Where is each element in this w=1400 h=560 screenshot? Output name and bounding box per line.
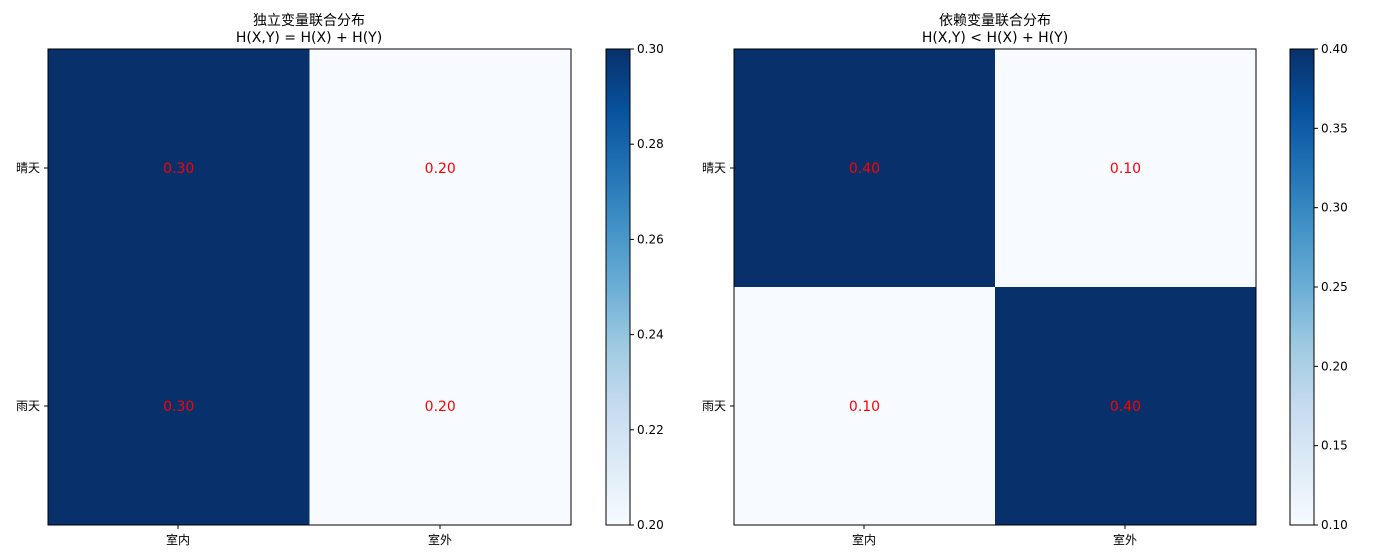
- heatmap-cell: [48, 49, 310, 288]
- colorbar-tick-label: 0.20: [637, 518, 664, 532]
- colorbar-ticks: 0.20 0.22 0.24 0.26 0.28 0.30: [630, 42, 664, 532]
- colorbar-tick-label: 0.40: [1321, 42, 1348, 56]
- colorbar-tick-label: 0.22: [637, 423, 664, 437]
- x-tick-labels: 室内 室外: [166, 525, 452, 547]
- heatmap-cell: [309, 287, 572, 526]
- colorbar-tick-label: 0.20: [1321, 359, 1348, 373]
- y-tick-label: 雨天: [16, 399, 40, 413]
- colorbar-gradient: [1289, 48, 1315, 526]
- cell-value-label: 0.30: [163, 399, 194, 415]
- colorbar-tick-label: 0.35: [1321, 121, 1348, 135]
- colorbar-tick-label: 0.25: [1321, 280, 1348, 294]
- colorbar-tick-label: 0.30: [637, 42, 664, 56]
- chart-subtitle: H(X,Y) < H(X) + H(Y): [922, 30, 1068, 46]
- chart-title: 独立变量联合分布: [253, 13, 365, 29]
- y-tick-label: 晴天: [702, 161, 726, 175]
- cell-value-label: 0.10: [849, 399, 880, 415]
- colorbar-tick-label: 0.26: [637, 232, 664, 246]
- heatmap-cells: 0.40 0.10 0.10 0.40: [733, 48, 1257, 526]
- colorbar-tick-label: 0.24: [637, 328, 664, 342]
- cell-value-label: 0.30: [163, 161, 194, 177]
- cell-value-label: 0.20: [425, 399, 456, 415]
- heatmap-panel-dependent: 依赖变量联合分布 H(X,Y) < H(X) + H(Y) 0.40 0.100.…: [702, 13, 1348, 547]
- x-tick-label: 室外: [428, 532, 452, 547]
- colorbar-tick-label: 0.28: [637, 137, 664, 151]
- cell-value-label: 0.40: [1110, 399, 1141, 415]
- colorbar: 0.10 0.15 0.20 0.25 0.30 0.35 0.40: [1289, 42, 1348, 532]
- colorbar: 0.20 0.22 0.24 0.26 0.28 0.30: [605, 42, 664, 532]
- heatmap-cell: [995, 49, 1257, 288]
- y-tick-labels: 晴天 雨天: [702, 161, 734, 413]
- heatmap-panel-independent: 独立变量联合分布 H(X,Y) = H(X) + H(Y) 0.30 0.200.…: [16, 13, 664, 547]
- y-tick-label: 雨天: [702, 399, 726, 413]
- heatmap-cell: [734, 49, 996, 288]
- heatmap-cell: [48, 287, 310, 526]
- heatmap-cells: 0.30 0.20 0.30 0.20: [47, 48, 572, 526]
- y-tick-labels: 晴天 雨天: [16, 161, 48, 413]
- cell-value-label: 0.20: [425, 161, 456, 177]
- plot-frame: [47, 48, 572, 526]
- plot-frame: [733, 48, 1257, 526]
- x-tick-label: 室外: [1113, 532, 1137, 547]
- chart-title: 依赖变量联合分布: [939, 13, 1051, 29]
- heatmap-cell: [734, 287, 996, 526]
- heatmap-cell: [995, 287, 1257, 526]
- x-tick-label: 室内: [852, 532, 876, 547]
- colorbar-tick-label: 0.30: [1321, 201, 1348, 215]
- colorbar-tick-label: 0.15: [1321, 439, 1348, 453]
- colorbar-tick-label: 0.10: [1321, 518, 1348, 532]
- x-tick-label: 室内: [166, 532, 190, 547]
- y-tick-label: 晴天: [16, 161, 40, 175]
- chart-subtitle: H(X,Y) = H(X) + H(Y): [236, 30, 382, 46]
- colorbar-gradient: [605, 48, 631, 526]
- x-tick-labels: 室内 室外: [852, 525, 1137, 547]
- heatmap-cell: [309, 49, 572, 288]
- cell-value-label: 0.10: [1110, 161, 1141, 177]
- cell-value-label: 0.40: [849, 161, 880, 177]
- colorbar-ticks: 0.10 0.15 0.20 0.25 0.30 0.35 0.40: [1314, 42, 1348, 532]
